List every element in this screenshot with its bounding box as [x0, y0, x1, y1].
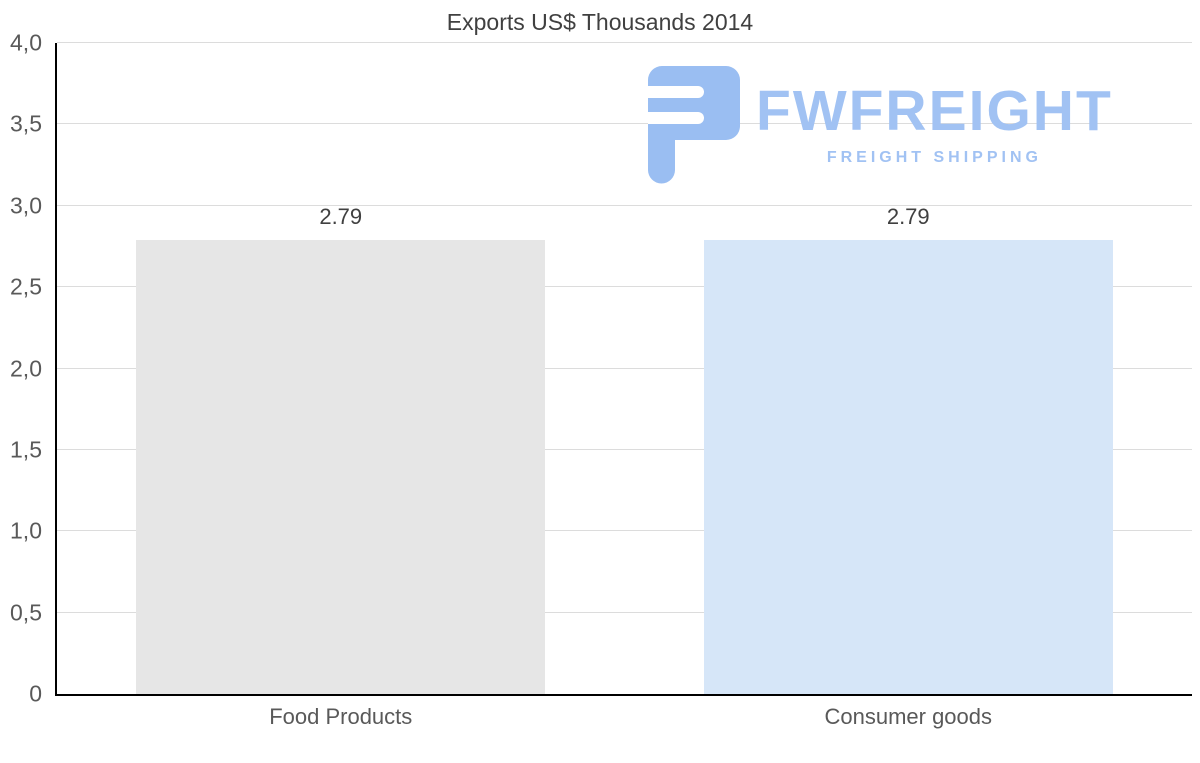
gridline: [57, 530, 1192, 532]
gridline: [57, 42, 1192, 43]
y-tick-label: 1,5: [10, 436, 42, 463]
category-band: 2.79: [57, 43, 625, 694]
bands: 2.79 2.79: [57, 43, 1192, 694]
category-band: 2.79: [625, 43, 1193, 694]
y-axis-labels: 0 0,5 1,0 1,5 2,0 2,5 3,0 3,5 4,0: [0, 31, 45, 705]
logo-slit: [648, 112, 704, 124]
gridline: [57, 204, 1192, 206]
gridline: [57, 611, 1192, 613]
y-tick-label: 1,0: [10, 517, 42, 544]
y-tick-label: 0,5: [10, 599, 42, 626]
bar-food-products: [136, 239, 546, 694]
x-category-label: Consumer goods: [824, 704, 993, 729]
brand-name: FWFREIGHT: [756, 79, 1113, 143]
gridline: [57, 448, 1192, 450]
logo-slit: [648, 86, 704, 98]
fwfreight-logo-icon: [648, 66, 740, 184]
y-tick-label: 2,0: [10, 355, 42, 381]
gridline: [57, 367, 1192, 369]
bar-value-label: 2.79: [319, 203, 363, 229]
gridline: [57, 286, 1192, 288]
plot-area: 2.79 2.79: [55, 42, 1192, 696]
y-tick-label: 0: [29, 680, 42, 707]
y-tick-label: 4,0: [10, 29, 42, 56]
bar-consumer-goods: [703, 239, 1113, 694]
fwfreight-logo-text: FWFREIGHT FREIGHT SHIPPING: [756, 83, 1113, 167]
gridline: [57, 123, 1192, 125]
x-category-label: Food Products: [269, 704, 413, 729]
bar-value-label: 2.79: [886, 203, 930, 229]
chart-title: Exports US$ Thousands 2014: [446, 9, 754, 35]
x-axis-labels: Food Products Consumer goods: [57, 704, 1192, 730]
y-tick-label: 3,0: [10, 192, 42, 219]
logo-glyph: [648, 66, 740, 184]
y-tick-label: 3,5: [10, 110, 42, 137]
brand-tagline: FREIGHT SHIPPING: [826, 149, 1042, 166]
fwfreight-watermark: FWFREIGHT FREIGHT SHIPPING: [648, 66, 1113, 184]
y-tick-label: 2,5: [10, 273, 42, 300]
